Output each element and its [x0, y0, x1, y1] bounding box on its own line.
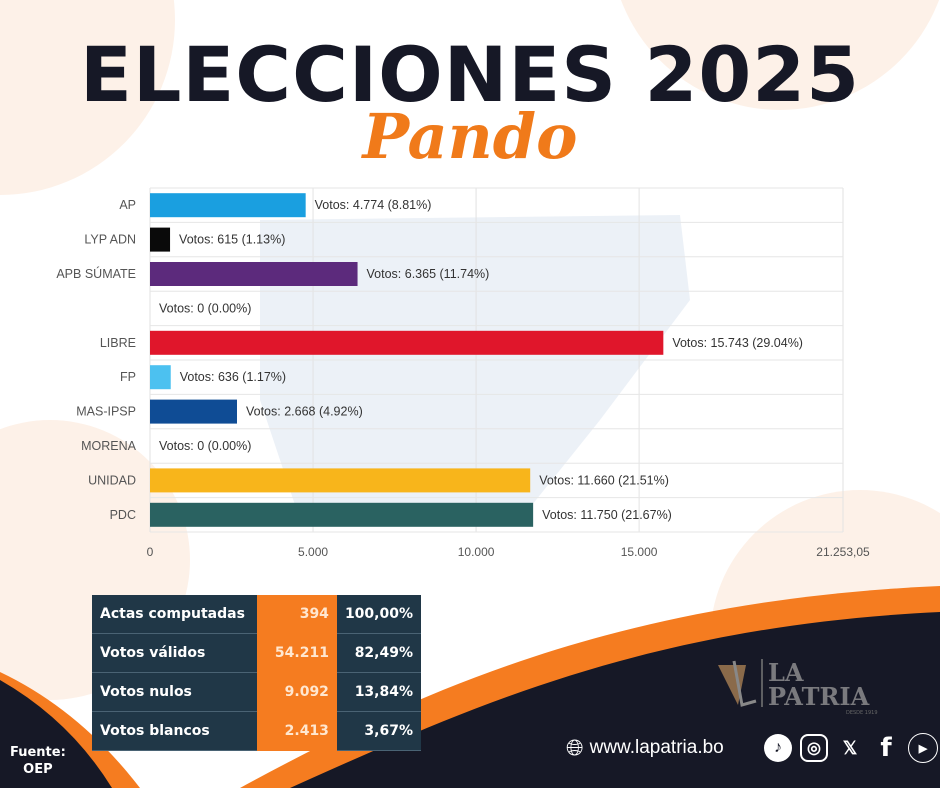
bar	[150, 330, 664, 355]
summary-table: Actas computadas 394 100,00% Votos válidos 5…	[92, 595, 421, 751]
cell-value: 2.413	[256, 711, 337, 751]
table-row: Votos nulos 9.092 13,84%	[92, 672, 421, 712]
x-tick-label: 15.000	[621, 545, 658, 559]
svg-text:DESDE 1919: DESDE 1919	[846, 710, 878, 715]
x-tick-label: 0	[147, 545, 154, 559]
cell-value: 394	[256, 595, 337, 634]
category-label: APB SÚMATE	[56, 266, 136, 281]
data-label: Votos: 615 (1.13%)	[179, 233, 285, 247]
bar	[150, 365, 171, 390]
bar	[150, 399, 237, 424]
category-label: MORENA	[81, 439, 137, 453]
la-patria-logo: LA PATRIA DESDE 1919	[716, 655, 896, 720]
category-label: LYP ADN	[84, 233, 136, 247]
source-note: Fuente: OEP	[10, 744, 66, 778]
cell-pct: 100,00%	[336, 595, 421, 634]
category-label: AP	[119, 198, 136, 212]
source-label: Fuente:	[10, 745, 66, 760]
data-label: Votos: 636 (1.17%)	[180, 370, 286, 384]
youtube-icon[interactable]: ▶	[908, 733, 938, 763]
data-label: Votos: 0 (0.00%)	[159, 439, 251, 453]
x-tick-label: 21.253,05	[816, 545, 870, 559]
category-label: LIBRE	[100, 336, 136, 350]
website-link[interactable]: 🌐︎ www.lapatria.bo	[566, 735, 724, 761]
globe-icon: 🌐︎	[566, 735, 584, 760]
bar	[150, 227, 171, 252]
x-tick-label: 10.000	[458, 545, 495, 559]
tiktok-icon[interactable]: ♪	[764, 734, 792, 762]
website-text: www.lapatria.bo	[589, 737, 724, 758]
x-icon[interactable]: 𝕏	[842, 737, 858, 758]
data-label: Votos: 15.743 (29.04%)	[672, 336, 803, 350]
data-label: Votos: 0 (0.00%)	[159, 301, 251, 315]
instagram-icon[interactable]: ◎	[800, 734, 828, 762]
cell-value: 54.211	[256, 633, 337, 673]
table-row: Votos válidos 54.211 82,49%	[92, 633, 421, 673]
x-tick-label: 5.000	[298, 545, 328, 559]
page-title: ELECCIONES 2025	[80, 30, 860, 119]
facebook-icon[interactable]: f	[880, 733, 892, 763]
cell-pct: 3,67%	[336, 711, 421, 751]
data-label: Votos: 6.365 (11.74%)	[367, 267, 490, 281]
svg-text:LA: LA	[768, 658, 804, 687]
bar	[150, 502, 534, 527]
category-label: FP	[120, 370, 136, 384]
bar	[150, 193, 306, 218]
table-row: Votos blancos 2.413 3,67%	[92, 711, 421, 751]
category-label: MAS-IPSP	[76, 405, 136, 419]
data-label: Votos: 2.668 (4.92%)	[246, 405, 363, 419]
data-label: Votos: 11.750 (21.67%)	[542, 508, 672, 522]
data-label: Votos: 11.660 (21.51%)	[539, 473, 669, 487]
cell-label: Votos válidos	[92, 633, 257, 673]
table-row: Actas computadas 394 100,00%	[92, 595, 421, 634]
data-label: Votos: 4.774 (8.81%)	[315, 198, 432, 212]
source-value: OEP	[23, 762, 53, 777]
bar	[150, 262, 358, 286]
category-label: PDC	[110, 508, 136, 522]
category-label: UNIDAD	[88, 473, 136, 487]
social-links: ♪ ◎ 𝕏 f ▶	[764, 733, 938, 763]
cell-label: Votos nulos	[92, 672, 257, 712]
bar	[150, 468, 531, 493]
cell-label: Votos blancos	[92, 711, 257, 751]
cell-label: Actas computadas	[92, 595, 257, 634]
page-subtitle: Pando	[362, 100, 578, 173]
cell-pct: 13,84%	[336, 672, 421, 712]
cell-pct: 82,49%	[336, 633, 421, 673]
svg-text:PATRIA: PATRIA	[768, 682, 870, 711]
cell-value: 9.092	[256, 672, 337, 712]
